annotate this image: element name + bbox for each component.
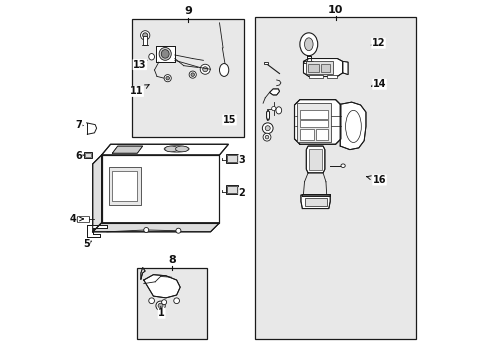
Bar [315,129,328,140]
Text: 8: 8 [168,255,176,265]
Polygon shape [102,155,219,223]
Ellipse shape [200,64,210,74]
Polygon shape [143,275,180,298]
Polygon shape [269,89,279,95]
Text: 16: 16 [366,175,386,185]
Polygon shape [306,56,310,62]
Bar [299,120,328,127]
Ellipse shape [271,107,275,111]
Text: 2: 2 [238,188,245,198]
Ellipse shape [304,38,312,51]
Text: 12: 12 [370,38,385,48]
Ellipse shape [262,123,272,134]
Bar [226,155,237,162]
Ellipse shape [143,228,148,233]
Text: 4: 4 [69,214,83,224]
Bar [321,64,329,72]
Bar [85,153,91,157]
Bar [326,75,337,78]
Text: 5: 5 [83,239,91,249]
Polygon shape [86,225,107,237]
Ellipse shape [162,300,166,305]
Bar [299,110,328,118]
Polygon shape [141,267,145,279]
Polygon shape [303,62,313,64]
Polygon shape [300,195,329,208]
Ellipse shape [159,48,171,60]
Ellipse shape [264,135,268,139]
Polygon shape [305,146,324,173]
Ellipse shape [275,107,281,114]
Text: 1: 1 [158,307,164,318]
Ellipse shape [175,146,188,152]
Ellipse shape [158,303,163,308]
Polygon shape [156,46,175,62]
Bar [108,167,141,205]
Bar [255,18,415,339]
Ellipse shape [164,146,189,152]
Polygon shape [266,111,269,120]
Bar [84,152,91,158]
Ellipse shape [173,298,179,303]
Polygon shape [340,102,365,150]
Ellipse shape [140,31,149,40]
Ellipse shape [161,50,169,58]
Bar [308,75,323,78]
Bar [297,103,331,142]
Text: 6: 6 [75,151,83,161]
Polygon shape [102,144,228,155]
Text: 3: 3 [238,155,245,165]
Bar [226,186,237,193]
Bar [305,62,332,73]
Ellipse shape [165,76,169,80]
Bar [76,217,89,221]
Text: 7: 7 [75,120,83,130]
Bar [308,149,322,170]
Text: 14: 14 [371,79,386,89]
Bar [143,36,147,45]
Ellipse shape [176,228,181,233]
Bar [307,64,318,72]
Bar [137,267,206,339]
Ellipse shape [156,301,165,310]
Ellipse shape [164,75,171,82]
Bar [77,216,88,222]
Polygon shape [93,155,102,232]
Polygon shape [342,62,347,75]
Ellipse shape [263,133,270,141]
Polygon shape [301,194,329,196]
Ellipse shape [340,164,345,167]
Ellipse shape [142,33,147,38]
Bar [264,62,267,64]
Ellipse shape [264,126,270,131]
Polygon shape [294,100,340,144]
Text: 15: 15 [223,115,236,125]
Ellipse shape [219,64,228,76]
Bar [304,198,326,206]
Bar [112,171,137,202]
Text: 10: 10 [327,5,343,15]
Ellipse shape [299,33,317,56]
Bar [225,185,238,194]
Ellipse shape [203,67,207,72]
Bar [225,154,238,163]
Polygon shape [93,223,219,232]
Text: 11: 11 [130,85,149,96]
Ellipse shape [190,73,194,76]
Bar [132,19,244,137]
Ellipse shape [164,146,177,152]
Ellipse shape [148,54,154,60]
Bar [299,129,313,140]
Polygon shape [303,59,342,76]
Polygon shape [112,146,142,153]
Text: 13: 13 [133,60,147,69]
Text: 9: 9 [184,6,192,17]
Ellipse shape [148,298,154,303]
Ellipse shape [189,71,196,78]
